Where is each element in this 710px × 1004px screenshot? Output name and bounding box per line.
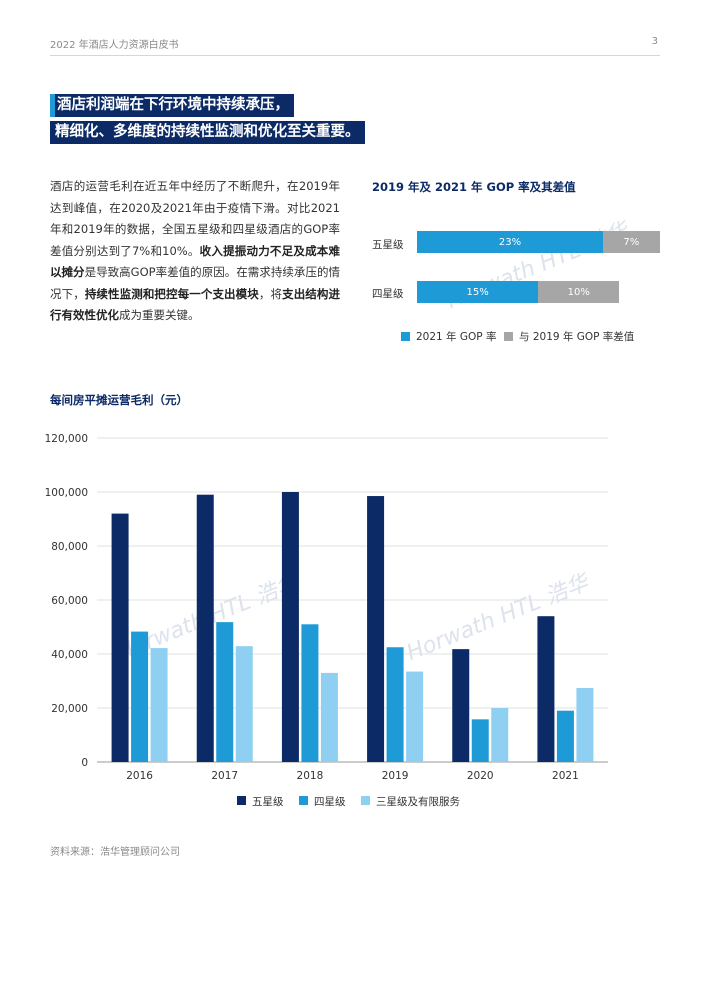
legend-label-1: 五星级 — [252, 796, 284, 808]
bar-2019-series-1 — [367, 496, 384, 762]
legend-swatch-2 — [299, 796, 308, 805]
bar-2017-series-3 — [236, 646, 253, 762]
bar-2019-series-2 — [387, 647, 404, 762]
y-tick-label: 80,000 — [51, 541, 88, 553]
x-tick-label: 2017 — [211, 770, 238, 782]
bar-2016-series-1 — [112, 514, 129, 762]
bar-2021-series-2 — [557, 711, 574, 762]
bar-2021-series-1 — [537, 616, 554, 762]
x-tick-label: 2016 — [126, 770, 153, 782]
bar-2020-series-2 — [472, 719, 489, 762]
x-tick-label: 2018 — [297, 770, 324, 782]
y-tick-label: 100,000 — [45, 487, 88, 499]
legend-label-3: 三星级及有限服务 — [376, 795, 460, 808]
bar-2019-series-3 — [406, 672, 423, 762]
y-tick-label: 40,000 — [51, 649, 88, 661]
y-tick-label: 20,000 — [51, 703, 88, 715]
legend-swatch-3 — [361, 796, 370, 805]
profit-bar-chart: 0 20,000 40,000 60,000 80,000 100,000 120,000 2… — [0, 0, 710, 830]
bar-2021-series-3 — [576, 688, 593, 762]
y-tick-label: 120,000 — [45, 433, 88, 445]
bar-2016-series-2 — [131, 632, 148, 762]
x-tick-label: 2020 — [467, 770, 494, 782]
legend-label-2: 四星级 — [314, 796, 346, 808]
bar-2020-series-3 — [491, 708, 508, 762]
bar-2018-series-2 — [301, 624, 318, 762]
legend-swatch-1 — [237, 796, 246, 805]
bar-2018-series-3 — [321, 673, 338, 762]
x-tick-label: 2019 — [382, 770, 409, 782]
x-tick-label: 2021 — [552, 770, 579, 782]
y-tick-label: 0 — [81, 757, 88, 769]
bar-2018-series-1 — [282, 492, 299, 762]
bar-2020-series-1 — [452, 649, 469, 762]
bar-2017-series-1 — [197, 495, 214, 762]
bar-2017-series-2 — [216, 622, 233, 762]
bar-2016-series-3 — [151, 648, 168, 762]
y-tick-label: 60,000 — [51, 595, 88, 607]
source-note: 资料来源：浩华管理顾问公司 — [50, 843, 180, 858]
